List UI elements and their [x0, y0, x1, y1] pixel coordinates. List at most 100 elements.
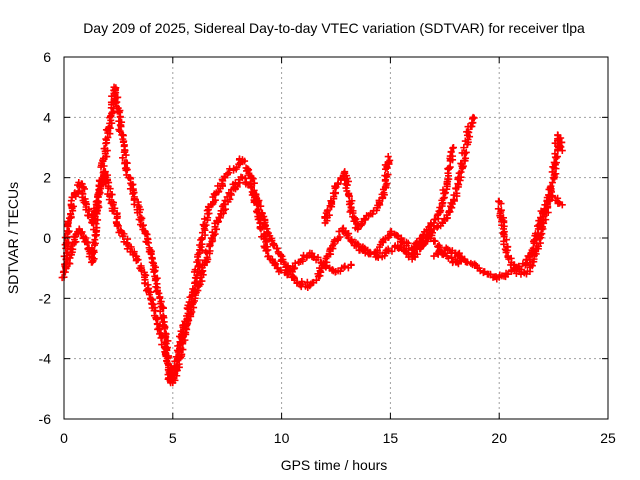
- data-marker: [92, 208, 100, 216]
- y-tick-label: 2: [43, 170, 51, 186]
- x-tick-label: 5: [169, 430, 177, 446]
- data-marker: [286, 267, 294, 275]
- data-marker: [220, 201, 228, 209]
- data-marker: [81, 185, 89, 193]
- data-marker: [419, 239, 427, 247]
- data-marker: [557, 134, 565, 142]
- data-marker: [143, 238, 151, 246]
- data-marker: [502, 248, 510, 256]
- data-marker: [505, 255, 513, 263]
- y-tick-label: 0: [43, 230, 51, 246]
- data-point: [336, 267, 344, 275]
- y-axis-label: SDTVAR / TECUs: [5, 182, 21, 294]
- data-marker: [185, 316, 193, 324]
- data-marker: [441, 189, 449, 197]
- series-5: [408, 113, 478, 257]
- data-marker: [431, 237, 439, 245]
- data-marker: [64, 217, 72, 225]
- data-marker: [169, 375, 177, 383]
- data-marker: [365, 250, 373, 258]
- data-marker: [117, 121, 125, 129]
- y-tick-label: 6: [43, 49, 51, 65]
- data-marker: [92, 198, 100, 206]
- data-marker: [119, 154, 127, 162]
- data-marker: [260, 213, 268, 221]
- data-marker: [223, 170, 231, 178]
- data-marker: [423, 233, 431, 241]
- data-marker: [159, 318, 167, 326]
- series-1: [58, 83, 355, 387]
- data-marker: [446, 163, 454, 171]
- data-marker: [109, 201, 117, 209]
- data-marker: [212, 225, 220, 233]
- data-marker: [339, 224, 347, 232]
- data-marker: [225, 169, 233, 177]
- data-marker: [178, 350, 186, 358]
- data-marker: [464, 258, 472, 266]
- data-marker: [106, 185, 114, 193]
- data-marker: [133, 256, 141, 264]
- data-marker: [198, 277, 206, 285]
- data-marker: [341, 262, 349, 270]
- data-marker: [388, 247, 396, 255]
- data-point: [558, 201, 566, 209]
- data-marker: [405, 251, 413, 259]
- x-tick-label: 10: [274, 430, 290, 446]
- data-marker: [256, 224, 264, 232]
- series-2: [61, 168, 468, 387]
- data-marker: [74, 188, 82, 196]
- data-marker: [213, 217, 221, 225]
- axes: 0 5 10 15 20 25 -6 -4 -2 0 2 4 6: [39, 49, 616, 446]
- data-marker: [450, 197, 458, 205]
- data-marker: [157, 334, 165, 342]
- data-marker: [110, 207, 118, 215]
- data-marker: [150, 268, 158, 276]
- data-marker: [142, 230, 150, 238]
- series-7: [494, 131, 566, 278]
- data-marker: [188, 308, 196, 316]
- data-marker: [462, 154, 470, 162]
- data-marker: [299, 257, 307, 265]
- x-tick-label: 25: [600, 430, 616, 446]
- data-marker: [384, 171, 392, 179]
- data-marker: [249, 175, 257, 183]
- data-marker: [191, 266, 199, 274]
- data-marker: [526, 253, 534, 261]
- data-marker: [381, 172, 389, 180]
- data-marker: [457, 254, 465, 262]
- data-marker: [208, 228, 216, 236]
- data-point: [397, 234, 405, 242]
- data-marker: [291, 259, 299, 267]
- data-marker: [393, 232, 401, 240]
- data-marker: [223, 193, 231, 201]
- data-marker: [113, 222, 121, 230]
- data-point: [450, 144, 458, 151]
- data-marker: [471, 260, 479, 268]
- data-marker: [375, 198, 383, 206]
- data-marker: [155, 289, 163, 297]
- data-marker: [557, 143, 565, 151]
- data-marker: [181, 336, 189, 344]
- chart-title: Day 209 of 2025, Sidereal Day-to-day VTE…: [83, 20, 585, 36]
- data-marker: [540, 212, 548, 220]
- data-marker: [119, 232, 127, 240]
- data-marker: [445, 172, 453, 180]
- data-marker: [177, 354, 185, 362]
- data-marker: [61, 263, 69, 271]
- x-tick-label: 15: [383, 430, 399, 446]
- data-marker: [156, 330, 164, 338]
- data-marker: [161, 323, 169, 331]
- data-marker: [257, 225, 265, 233]
- data-marker: [112, 102, 120, 110]
- data-marker: [137, 265, 145, 273]
- data-marker: [323, 207, 331, 215]
- data-marker: [113, 213, 121, 221]
- data-marker: [479, 269, 487, 277]
- x-tick-label: 20: [491, 430, 507, 446]
- data-marker: [197, 268, 205, 276]
- data-marker: [93, 224, 101, 232]
- data-marker: [533, 222, 541, 230]
- data-marker: [369, 210, 377, 218]
- data-marker: [444, 254, 452, 262]
